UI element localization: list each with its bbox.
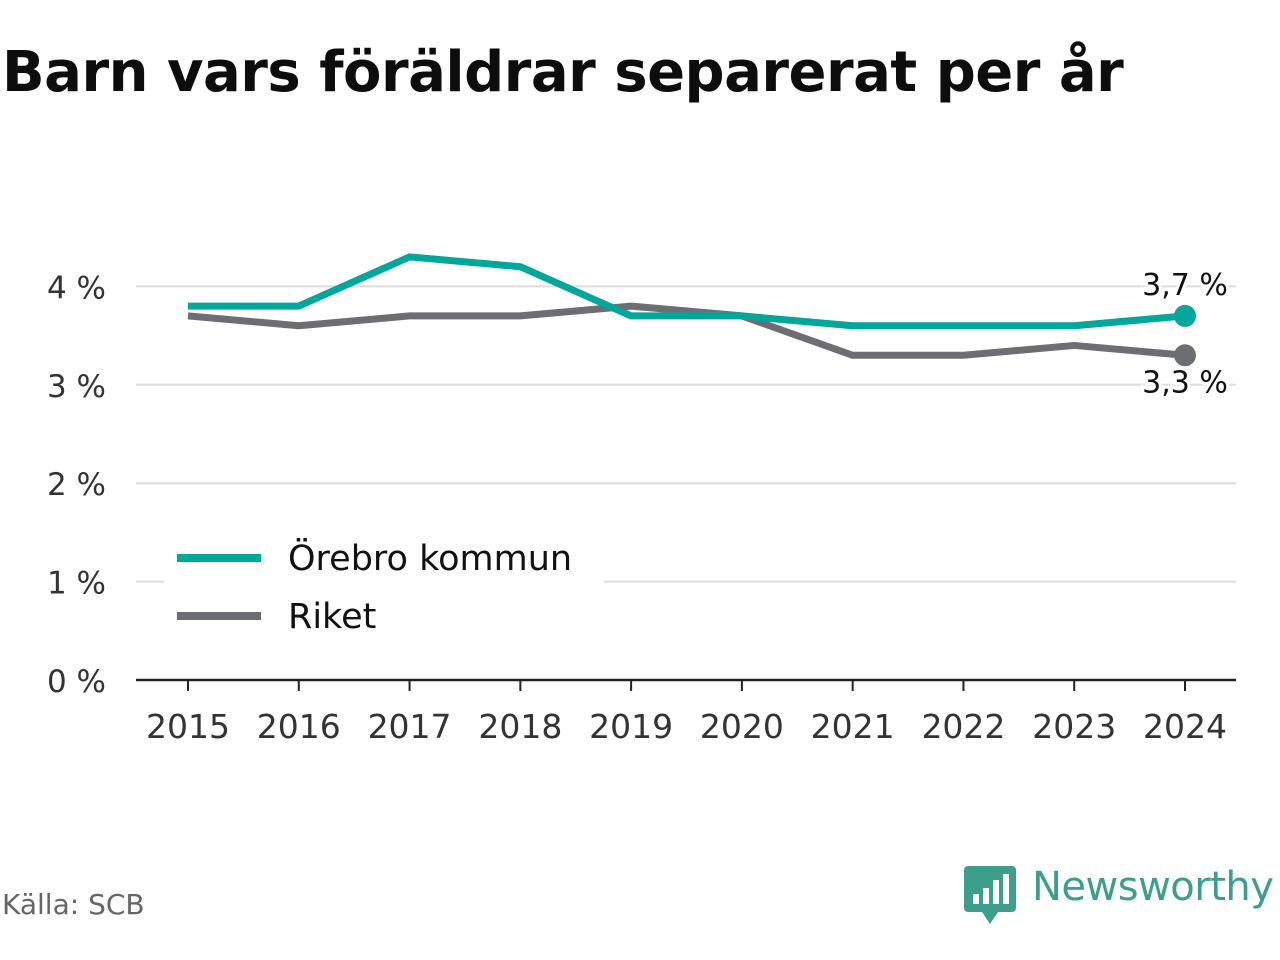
legend-background [164, 528, 604, 648]
y-axis-tick-labels: 0 % 1 % 2 % 3 % 4 % [47, 270, 106, 700]
x-tick-label: 2016 [257, 707, 341, 746]
series-lines [187, 253, 1196, 367]
series-line-riket [187, 302, 1186, 359]
brand-name: Newsworthy [1032, 864, 1274, 910]
x-tick-label: 2023 [1032, 707, 1116, 746]
x-tick-label: 2021 [811, 707, 895, 746]
y-tick-label: 4 % [47, 270, 106, 306]
series-end-point [1174, 344, 1196, 367]
x-tick-label: 2024 [1143, 707, 1227, 746]
x-tick-label: 2018 [478, 707, 562, 746]
series-line-orebro [188, 253, 1186, 330]
series-end-point [1174, 304, 1196, 327]
x-axis: 2015 2016 2017 2018 2019 2020 2021 2022 2023 2024 [136, 678, 1236, 746]
legend: Örebro kommun Riket [164, 528, 604, 648]
end-label: 3,3 % [1142, 365, 1228, 400]
newsworthy-logo-icon [964, 866, 1016, 924]
y-tick-label: 2 % [47, 467, 106, 503]
x-tick-label: 2017 [368, 707, 452, 746]
x-tick-label: 2020 [700, 707, 784, 746]
y-tick-label: 0 % [47, 664, 106, 700]
x-tick-label: 2019 [589, 707, 673, 746]
end-labels: 3,7 % 3,3 % [1139, 265, 1231, 403]
x-tick-label: 2022 [921, 707, 1005, 746]
y-tick-label: 3 % [47, 369, 106, 405]
legend-label: Örebro kommun [288, 537, 572, 579]
x-tick-label: 2015 [146, 707, 230, 746]
legend-label: Riket [288, 597, 376, 637]
brand-logo[interactable]: Newsworthy [964, 864, 1280, 928]
chart-title: Barn vars föräldrar separerat per år [2, 40, 1124, 105]
y-tick-label: 1 % [47, 566, 106, 602]
source-note: Källa: SCB [2, 888, 145, 921]
end-label: 3,7 % [1142, 268, 1228, 303]
